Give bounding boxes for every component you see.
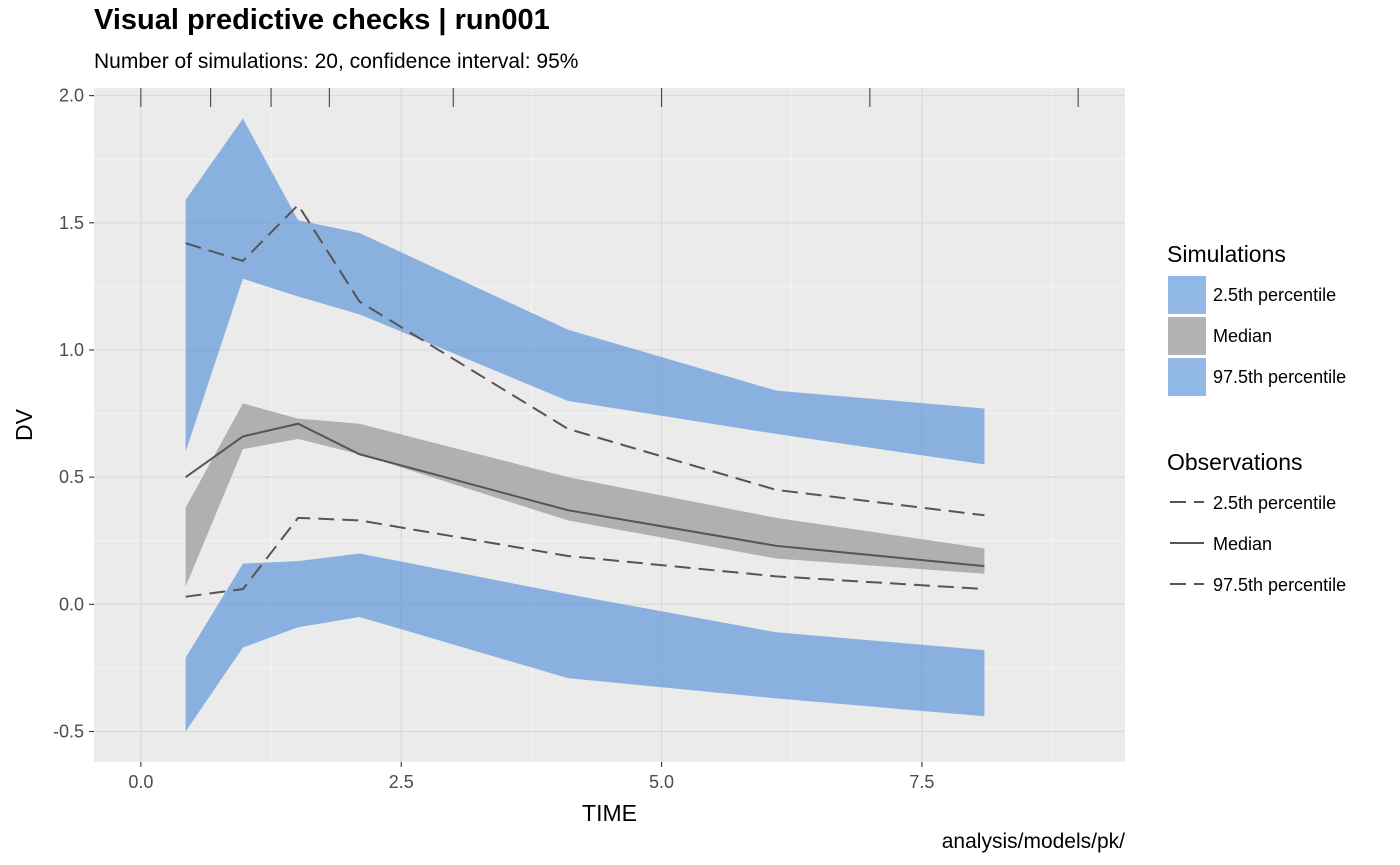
simulation-ribbons: [185, 118, 985, 732]
legend-title-simulations: Simulations: [1167, 241, 1286, 267]
legend-label-simulations: 2.5th percentile: [1213, 285, 1336, 305]
obs-line-p2-5: [185, 516, 985, 598]
ribbon-p2-5: [185, 553, 985, 732]
legend-label-observations: 97.5th percentile: [1213, 575, 1346, 595]
ribbon-p97-5: [185, 118, 985, 465]
y-tick-label: 1.0: [59, 340, 84, 360]
obs-line-median: [185, 422, 985, 568]
legend-label-simulations: 97.5th percentile: [1213, 367, 1346, 387]
x-tick-label: 2.5: [389, 772, 414, 792]
x-tick-label: 0.0: [128, 772, 153, 792]
y-tick-label: -0.5: [53, 721, 84, 741]
x-axis-title: TIME: [582, 800, 637, 826]
chart-subtitle: Number of simulations: 20, confidence in…: [94, 50, 579, 73]
y-axis-title: DV: [11, 408, 37, 441]
y-tick-label: 0.0: [59, 594, 84, 614]
ribbon-median: [185, 403, 985, 587]
observation-lines: [185, 203, 985, 598]
legend-label-observations: 2.5th percentile: [1213, 493, 1336, 513]
x-tick-label: 7.5: [909, 772, 934, 792]
bin-separators: [140, 88, 1079, 107]
legend-key-sim-p97-5: [1168, 358, 1206, 396]
axes: -0.5 0.0 0.5 1.0 1.5 2.0 0.0 2.5 5.0 7.5: [53, 86, 934, 792]
obs-line-p97-5: [185, 203, 985, 517]
x-tick-label: 5.0: [649, 772, 674, 792]
chart-caption: analysis/models/pk/: [941, 830, 1125, 853]
legend-key-sim-p2-5: [1168, 276, 1206, 314]
legend-label-observations: Median: [1213, 534, 1272, 554]
legend-title-observations: Observations: [1167, 449, 1303, 475]
y-tick-label: 2.0: [59, 86, 84, 106]
legend: Simulations 2.5th percentile Median 97.5th …: [1167, 241, 1346, 595]
y-tick-label: 1.5: [59, 213, 84, 233]
y-tick-label: 0.5: [59, 467, 84, 487]
legend-key-sim-median: [1168, 317, 1206, 355]
legend-label-simulations: Median: [1213, 326, 1272, 346]
chart-title: Visual predictive checks | run001: [94, 4, 550, 36]
